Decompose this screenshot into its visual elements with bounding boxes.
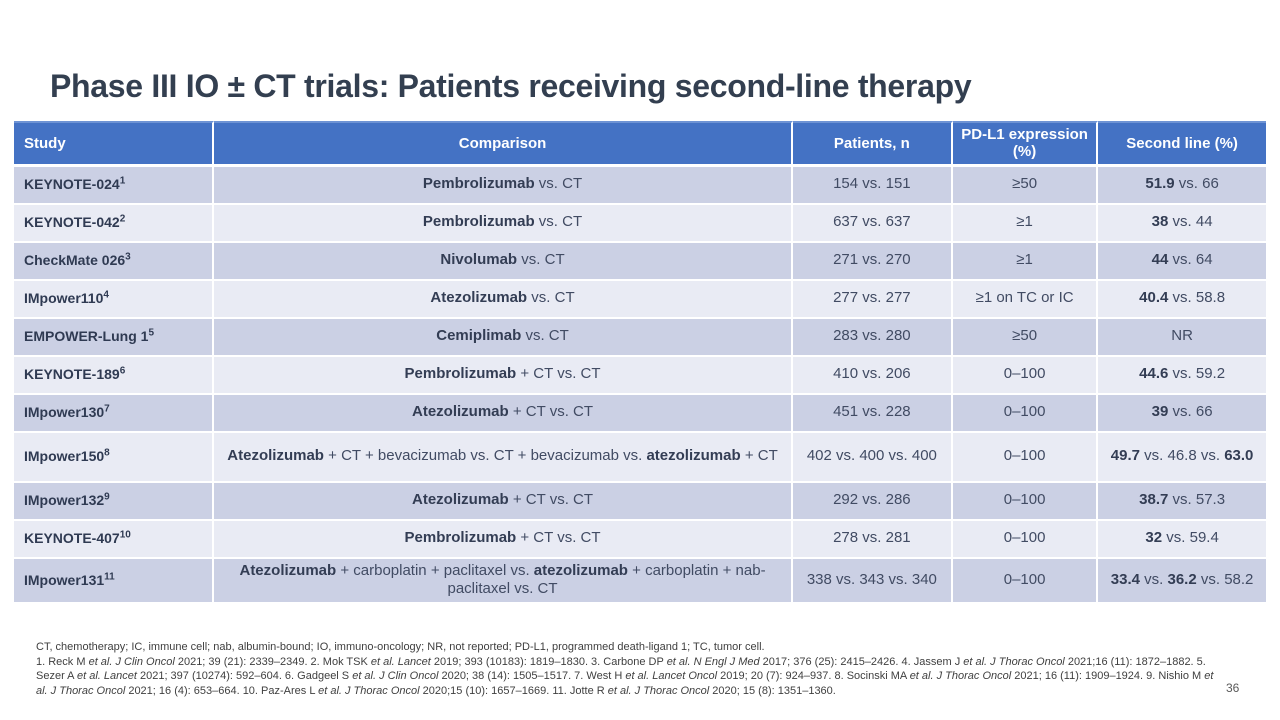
second-line-cell: 49.7 vs. 46.8 vs. 63.0 [1098,432,1266,483]
trials-table-container: Study Comparison Patients, n PD-L1 expre… [14,121,1266,604]
study-cell: CheckMate 0263 [14,242,215,281]
pdl1-expression-cell: 0–100 [952,520,1099,559]
patients-cell: 271 vs. 270 [792,242,953,281]
column-header-comparison: Comparison [214,121,793,167]
pdl1-expression-cell: 0–100 [952,356,1099,395]
footnote-references: 1. Reck M et al. J Clin Oncol 2021; 39 (… [36,655,1214,697]
reference-superscript: 10 [119,529,131,541]
pdl1-expression-cell: 0–100 [952,394,1099,433]
study-cell: KEYNOTE-40710 [14,520,215,559]
second-line-cell: NR [1098,318,1266,357]
comparison-cell: Atezolizumab + CT vs. CT [214,482,793,521]
reference-superscript: 2 [119,213,126,225]
patients-cell: 278 vs. 281 [792,520,953,559]
trials-table-body: KEYNOTE-0241 Pembrolizumab vs. CT 154 vs… [14,166,1266,604]
comparison-cell: Pembrolizumab vs. CT [214,166,793,205]
comparison-cell: Pembrolizumab vs. CT [214,204,793,243]
study-cell: EMPOWER-Lung 15 [14,318,215,357]
second-line-cell: 33.4 vs. 36.2 vs. 58.2 [1098,558,1266,604]
table-row: IMpower13111 Atezolizumab + carboplatin … [14,558,1266,604]
reference-superscript: 5 [148,327,154,339]
comparison-cell: Pembrolizumab + CT vs. CT [214,356,793,395]
second-line-cell: 38.7 vs. 57.3 [1098,482,1266,521]
patients-cell: 338 vs. 343 vs. 340 [792,558,953,604]
patients-cell: 283 vs. 280 [792,318,953,357]
footnotes: CT, chemotherapy; IC, immune cell; nab, … [36,640,1222,698]
table-row: KEYNOTE-0422 Pembrolizumab vs. CT 637 vs… [14,204,1266,243]
table-row: KEYNOTE-0241 Pembrolizumab vs. CT 154 vs… [14,166,1266,205]
reference-superscript: 3 [125,251,131,263]
second-line-cell: 40.4 vs. 58.8 [1098,280,1266,319]
study-cell: IMpower1307 [14,394,215,433]
column-header-second-line: Second line (%) [1098,121,1266,167]
column-header-study: Study [14,121,215,167]
study-cell: IMpower1508 [14,432,215,483]
table-row: CheckMate 0263 Nivolumab vs. CT 271 vs. … [14,242,1266,281]
pdl1-expression-cell: ≥1 on TC or IC [952,280,1099,319]
patients-cell: 154 vs. 151 [792,166,953,205]
study-cell: KEYNOTE-0422 [14,204,215,243]
patients-cell: 277 vs. 277 [792,280,953,319]
reference-superscript: 8 [104,447,110,459]
table-row: IMpower1508 Atezolizumab + CT + bevacizu… [14,432,1266,483]
patients-cell: 637 vs. 637 [792,204,953,243]
comparison-cell: Nivolumab vs. CT [214,242,793,281]
patients-cell: 292 vs. 286 [792,482,953,521]
comparison-cell: Atezolizumab vs. CT [214,280,793,319]
table-row: IMpower1329 Atezolizumab + CT vs. CT 292… [14,482,1266,521]
table-row: IMpower1307 Atezolizumab + CT vs. CT 451… [14,394,1266,433]
pdl1-expression-cell: ≥1 [952,242,1099,281]
pdl1-expression-cell: 0–100 [952,482,1099,521]
reference-superscript: 6 [119,365,126,377]
reference-superscript: 7 [104,403,110,415]
table-row: KEYNOTE-40710 Pembrolizumab + CT vs. CT … [14,520,1266,559]
comparison-cell: Atezolizumab + CT + bevacizumab vs. CT +… [214,432,793,483]
table-header-row: Study Comparison Patients, n PD-L1 expre… [14,121,1266,167]
comparison-cell: Cemiplimab vs. CT [214,318,793,357]
study-cell: KEYNOTE-1896 [14,356,215,395]
study-cell: IMpower1329 [14,482,215,521]
pdl1-expression-cell: ≥1 [952,204,1099,243]
page-number: 36 [1226,681,1240,695]
second-line-cell: 44 vs. 64 [1098,242,1266,281]
column-header-pdl1: PD-L1 expression (%) [952,121,1099,167]
pdl1-expression-cell: ≥50 [952,166,1099,205]
patients-cell: 451 vs. 228 [792,394,953,433]
comparison-cell: Atezolizumab + CT vs. CT [214,394,793,433]
second-line-cell: 51.9 vs. 66 [1098,166,1266,205]
reference-superscript: 11 [104,570,115,582]
pdl1-expression-cell: ≥50 [952,318,1099,357]
reference-superscript: 4 [103,289,109,301]
pdl1-expression-cell: 0–100 [952,432,1099,483]
second-line-cell: 32 vs. 59.4 [1098,520,1266,559]
table-row: IMpower1104 Atezolizumab vs. CT 277 vs. … [14,280,1266,319]
study-cell: IMpower1104 [14,280,215,319]
footnote-abbreviations: CT, chemotherapy; IC, immune cell; nab, … [36,641,765,653]
study-cell: IMpower13111 [14,558,215,604]
pdl1-expression-cell: 0–100 [952,558,1099,604]
second-line-cell: 38 vs. 44 [1098,204,1266,243]
slide-title: Phase III IO ± CT trials: Patients recei… [50,68,972,104]
table-row: KEYNOTE-1896 Pembrolizumab + CT vs. CT 4… [14,356,1266,395]
table-row: EMPOWER-Lung 15 Cemiplimab vs. CT 283 vs… [14,318,1266,357]
reference-superscript: 9 [104,491,110,503]
second-line-cell: 44.6 vs. 59.2 [1098,356,1266,395]
reference-superscript: 1 [119,175,126,187]
trials-table: Study Comparison Patients, n PD-L1 expre… [14,121,1266,604]
study-cell: KEYNOTE-0241 [14,166,215,205]
patients-cell: 410 vs. 206 [792,356,953,395]
column-header-patients: Patients, n [792,121,953,167]
comparison-cell: Atezolizumab + carboplatin + paclitaxel … [214,558,793,604]
patients-cell: 402 vs. 400 vs. 400 [792,432,953,483]
comparison-cell: Pembrolizumab + CT vs. CT [214,520,793,559]
second-line-cell: 39 vs. 66 [1098,394,1266,433]
